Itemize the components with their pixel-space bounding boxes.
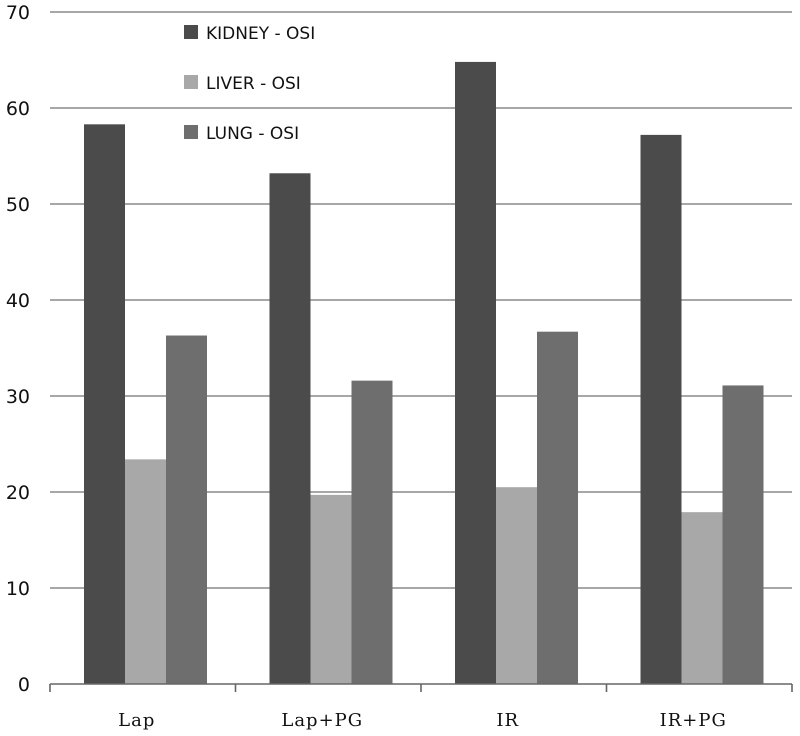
x-axis-category-labels: Lap Lap+PG IR IR+PG bbox=[118, 710, 727, 731]
bars bbox=[84, 61, 764, 685]
legend-label-LUNG-OSI: LUNG - OSI bbox=[206, 124, 299, 144]
y-tick-label-70: 70 bbox=[6, 2, 30, 24]
bar-Lap+PG-KIDNEY-OSI bbox=[269, 173, 311, 684]
y-tick-label-0: 0 bbox=[18, 674, 30, 696]
y-tick-label-60: 60 bbox=[6, 98, 30, 120]
legend-swatch-LIVER-OSI bbox=[184, 75, 198, 89]
legend-label-LIVER-OSI: LIVER - OSI bbox=[206, 74, 301, 94]
y-tick-label-30: 30 bbox=[6, 386, 30, 408]
bar-Lap-LIVER-OSI bbox=[125, 459, 166, 684]
y-tick-label-10: 10 bbox=[6, 578, 30, 600]
x-category-label-IR+PG: IR+PG bbox=[660, 710, 727, 731]
y-tick-label-40: 40 bbox=[6, 290, 30, 312]
bar-IR+PG-LUNG-OSI bbox=[722, 385, 764, 684]
bar-Lap+PG-LUNG-OSI bbox=[351, 380, 393, 684]
legend: KIDNEY - OSI LIVER - OSI LUNG - OSI bbox=[184, 24, 315, 144]
bar-Lap-LUNG-OSI bbox=[166, 335, 207, 684]
bar-Lap+PG-LIVER-OSI bbox=[310, 494, 352, 684]
bar-IR-LIVER-OSI bbox=[496, 487, 537, 684]
bar-IR-LUNG-OSI bbox=[537, 331, 578, 684]
bar-IR+PG-LIVER-OSI bbox=[681, 512, 723, 684]
x-axis bbox=[49, 683, 793, 692]
legend-swatch-KIDNEY-OSI bbox=[184, 25, 198, 39]
bar-Lap-KIDNEY-OSI bbox=[84, 124, 125, 684]
legend-swatch-LUNG-OSI bbox=[184, 125, 198, 139]
x-category-label-Lap: Lap bbox=[118, 710, 155, 731]
y-tick-label-50: 50 bbox=[6, 194, 30, 216]
legend-label-KIDNEY-OSI: KIDNEY - OSI bbox=[206, 24, 315, 44]
y-axis-tick-labels: 0 10 20 30 40 50 60 70 bbox=[6, 2, 30, 696]
bar-IR-KIDNEY-OSI bbox=[455, 61, 496, 685]
bar-IR+PG-KIDNEY-OSI bbox=[640, 134, 682, 684]
y-tick-label-20: 20 bbox=[6, 482, 30, 504]
x-category-label-IR: IR bbox=[496, 710, 519, 731]
x-category-label-Lap+PG: Lap+PG bbox=[281, 710, 363, 731]
